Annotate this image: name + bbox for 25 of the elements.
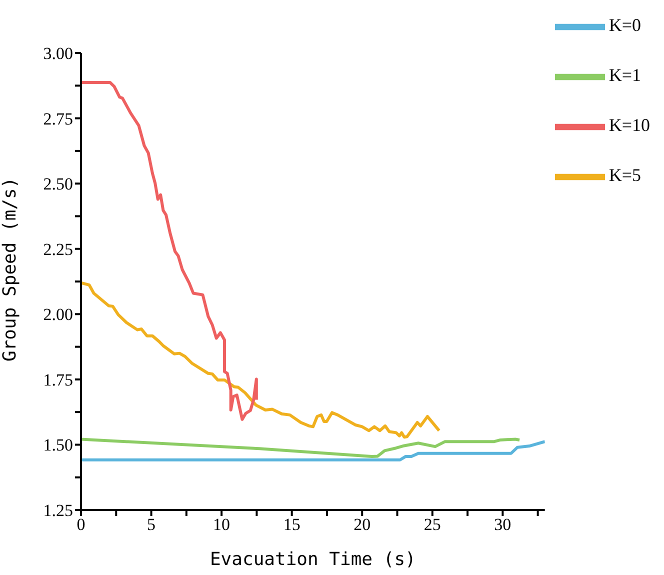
y-axis-title: Group Speed (m/s) [0, 177, 20, 362]
legend-label: K=0 [608, 15, 641, 36]
line-series [81, 81, 258, 421]
y-tick-label: 2.50 [43, 174, 73, 194]
x-tick-label: 0 [76, 515, 86, 534]
x-tick-label: 15 [283, 515, 300, 534]
line-series [81, 438, 522, 458]
x-tick-label: 25 [424, 515, 441, 534]
y-tick-label: 2.75 [43, 109, 73, 128]
y-tick-label: 2.25 [43, 240, 73, 259]
y-tick-label: 3.00 [43, 44, 73, 64]
legend-label: K=1 [608, 65, 641, 86]
legend-label: K=10 [608, 115, 650, 136]
x-tick-label: 20 [354, 515, 371, 534]
line-series [81, 440, 545, 462]
y-tick-label: 1.75 [43, 370, 73, 390]
x-axis-title: Evacuation Time (s) [210, 549, 416, 570]
legend-label: K=5 [608, 165, 641, 186]
x-tick-label: 5 [147, 515, 156, 534]
x-tick-label: 30 [494, 515, 512, 534]
x-tick-label: 10 [213, 515, 230, 534]
line-series [81, 281, 441, 439]
y-tick-label: 1.25 [43, 501, 73, 520]
y-tick-label: 1.50 [43, 436, 73, 455]
y-tick-label: 2.00 [43, 305, 73, 324]
